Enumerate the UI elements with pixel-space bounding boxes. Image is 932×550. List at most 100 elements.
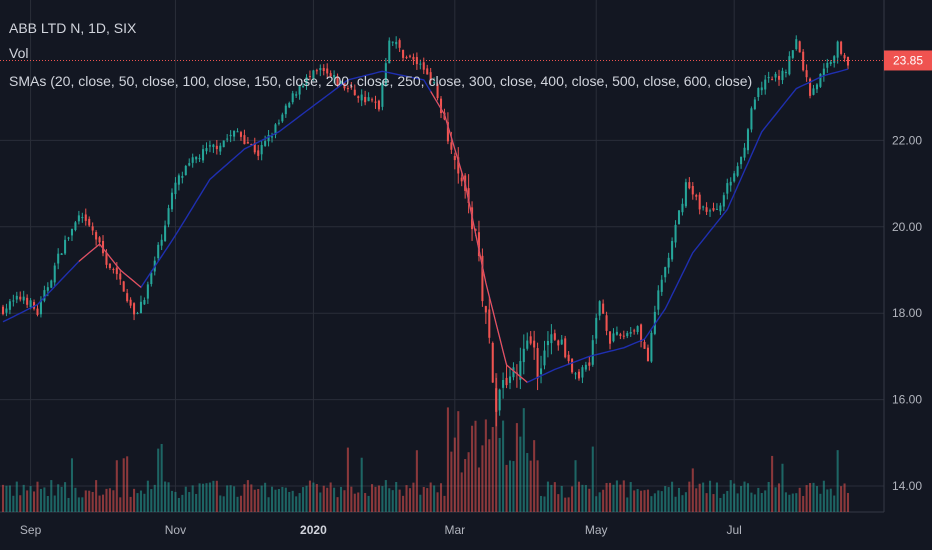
volume-bar	[374, 486, 377, 512]
candle-body	[784, 71, 787, 74]
candle-body	[526, 340, 529, 349]
x-tick-label: Jul	[727, 523, 742, 537]
volume-bar	[477, 467, 480, 512]
candle-body	[119, 273, 122, 280]
candle-body	[233, 130, 236, 137]
volume-bar	[798, 487, 801, 512]
x-tick-label: Mar	[444, 523, 465, 537]
volume-bars	[1, 373, 850, 512]
candle-body	[622, 335, 625, 337]
volume-bar	[629, 482, 632, 512]
candle-body	[574, 373, 577, 375]
candle-body	[571, 358, 574, 373]
price-axis[interactable]: 14.00 16.00 18.00 20.00 22.00	[892, 133, 922, 493]
candle-body	[564, 338, 567, 358]
volume-bar	[319, 492, 322, 512]
candle-body	[588, 362, 591, 366]
candle-body	[208, 145, 211, 147]
volume-bar	[460, 472, 463, 512]
volume-bar	[646, 489, 649, 512]
candle-body	[5, 308, 8, 313]
candle-body	[815, 84, 818, 90]
candle-body	[829, 61, 832, 64]
volume-bar	[50, 480, 53, 512]
volume-bar	[457, 411, 460, 512]
volume-bar	[746, 483, 750, 512]
volume-bar	[205, 483, 208, 512]
volume-bar	[633, 490, 636, 512]
volume-bar	[346, 447, 349, 512]
y-tick-label: 22.00	[892, 133, 922, 147]
volume-bar	[760, 493, 763, 512]
volume-bar	[143, 493, 146, 512]
volume-bar	[577, 481, 581, 512]
candle-body	[315, 70, 318, 72]
candle-body	[264, 141, 267, 146]
candle-body	[343, 82, 346, 89]
candle-body	[774, 73, 777, 78]
candle-body	[826, 62, 829, 68]
volume-bar	[139, 490, 142, 512]
volume-bar	[98, 495, 101, 512]
sma-legend[interactable]: SMAs (20, close, 50, close, 100, close, …	[9, 73, 753, 89]
volume-bar	[291, 490, 294, 512]
candle-body	[408, 55, 412, 57]
volume-bar	[95, 480, 98, 512]
volume-legend[interactable]: Vol	[9, 45, 29, 61]
volume-bar	[46, 496, 49, 512]
candle-body	[91, 226, 94, 231]
candle-body	[481, 255, 484, 302]
candle-body	[195, 156, 198, 160]
volume-bar	[33, 491, 36, 512]
volume-bar	[653, 493, 656, 512]
symbol-title[interactable]: ABB LTD N, 1D, SIX	[9, 20, 137, 36]
x-tick-label: May	[585, 523, 608, 537]
candle-body	[636, 326, 639, 332]
volume-bar	[602, 489, 605, 512]
volume-bar	[284, 487, 287, 512]
candle-body	[267, 134, 270, 142]
candle-body	[8, 301, 11, 310]
volume-bar	[715, 482, 718, 512]
candle-body	[167, 208, 170, 225]
candle-body	[529, 336, 532, 344]
candle-body	[64, 239, 67, 254]
volume-bar	[215, 480, 218, 512]
volume-bar	[791, 493, 794, 512]
candle-body	[74, 222, 77, 231]
volume-bar	[526, 453, 529, 512]
volume-bar	[357, 492, 360, 512]
volume-bar	[622, 480, 625, 512]
volume-bar	[664, 486, 667, 512]
sma-line-red-segment	[78, 243, 142, 288]
candle-body	[533, 340, 536, 348]
candle-body	[274, 124, 277, 135]
volume-bar	[508, 460, 512, 512]
volume-bar	[70, 458, 74, 512]
volume-bar	[753, 494, 756, 512]
volume-bar	[236, 496, 239, 512]
volume-bar	[5, 485, 8, 512]
candle-body	[433, 82, 436, 84]
volume-bar	[677, 487, 681, 512]
volume-bar	[512, 461, 515, 512]
volume-bar	[384, 480, 387, 512]
candle-body	[495, 388, 498, 412]
candle-body	[398, 40, 401, 48]
candle-body	[719, 205, 722, 212]
volume-bar	[657, 490, 660, 512]
candle-body	[157, 244, 160, 259]
time-axis[interactable]: Sep Nov 2020 Mar May Jul	[20, 523, 742, 537]
candle-body	[795, 39, 798, 50]
candle-body	[681, 203, 684, 213]
volume-bar	[515, 423, 518, 512]
candle-body	[643, 341, 646, 349]
candle-body	[712, 208, 715, 211]
candle-body	[557, 340, 560, 346]
candle-body	[715, 208, 718, 210]
candle-body	[98, 237, 101, 243]
candle-body	[250, 143, 253, 145]
candle-body	[502, 379, 505, 388]
candle-body	[33, 302, 36, 309]
